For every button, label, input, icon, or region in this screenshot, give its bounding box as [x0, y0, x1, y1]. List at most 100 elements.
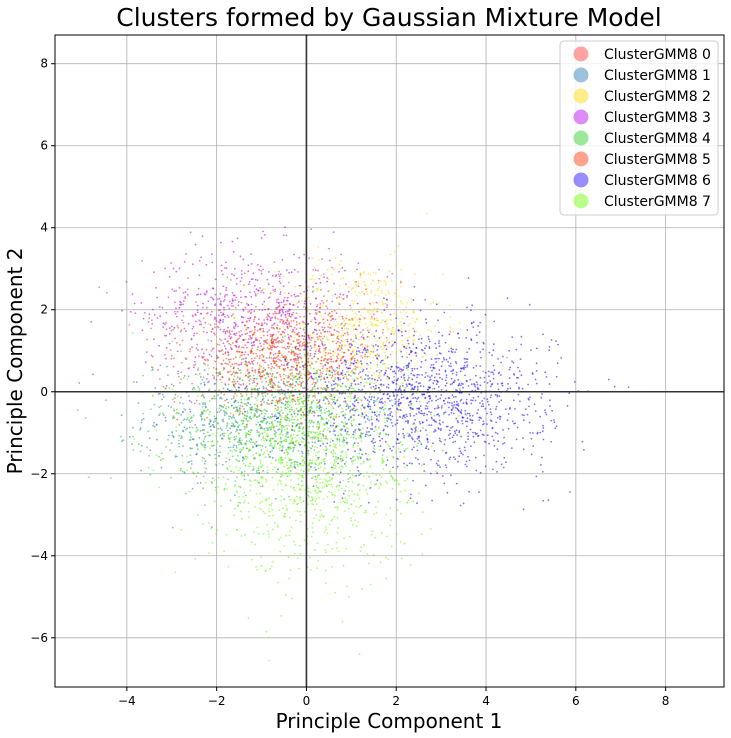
data-point: [153, 425, 156, 428]
data-point: [312, 274, 315, 277]
data-point: [188, 395, 190, 397]
data-point: [133, 438, 136, 441]
data-point: [351, 317, 354, 320]
data-point: [206, 416, 208, 419]
data-point: [253, 310, 256, 312]
data-point: [607, 378, 610, 381]
data-point: [178, 434, 181, 437]
data-point: [267, 297, 270, 299]
data-point: [263, 374, 266, 377]
data-point: [271, 413, 273, 415]
data-point: [264, 446, 267, 449]
data-point: [439, 376, 441, 379]
data-point: [307, 487, 310, 490]
data-point: [225, 460, 227, 463]
data-point: [192, 438, 195, 441]
data-point: [247, 401, 250, 404]
data-point: [158, 486, 161, 489]
data-point: [335, 425, 338, 428]
data-point: [389, 318, 392, 321]
data-point: [364, 378, 366, 380]
data-point: [209, 410, 211, 413]
data-point: [331, 439, 334, 442]
data-point: [365, 347, 368, 350]
data-point: [384, 302, 387, 305]
data-point: [317, 375, 320, 378]
data-point: [364, 374, 367, 376]
data-point: [262, 397, 265, 399]
data-point: [224, 331, 227, 333]
data-point: [212, 421, 215, 424]
data-point: [291, 379, 294, 381]
data-point: [284, 226, 286, 228]
data-point: [413, 422, 415, 425]
data-point: [416, 445, 418, 447]
data-point: [120, 435, 122, 438]
data-point: [238, 345, 241, 348]
data-point: [224, 362, 227, 365]
data-point: [271, 421, 273, 423]
data-point: [314, 318, 317, 321]
data-point: [482, 370, 485, 373]
data-point: [250, 395, 253, 398]
data-point: [479, 402, 481, 404]
data-point: [317, 392, 320, 395]
data-point: [323, 295, 325, 298]
data-point: [128, 324, 131, 326]
data-point: [319, 281, 322, 284]
data-point: [458, 384, 460, 386]
data-point: [378, 371, 381, 374]
data-point: [453, 404, 455, 406]
data-point: [265, 387, 268, 390]
data-point: [222, 353, 225, 356]
data-point: [172, 415, 175, 417]
data-point: [464, 449, 466, 452]
data-point: [428, 400, 430, 403]
data-point: [341, 321, 344, 324]
data-point: [373, 372, 376, 374]
data-point: [324, 320, 327, 323]
data-point: [406, 415, 408, 418]
data-point: [203, 462, 206, 465]
data-point: [146, 446, 149, 449]
data-point: [182, 315, 185, 317]
data-point: [309, 411, 311, 413]
data-point: [283, 452, 286, 455]
data-point: [385, 386, 388, 388]
data-point: [366, 399, 369, 402]
data-point: [458, 322, 461, 324]
data-point: [271, 342, 274, 345]
data-point: [202, 487, 205, 490]
data-point: [258, 308, 261, 311]
data-point: [463, 446, 466, 449]
data-point: [486, 382, 489, 384]
data-point: [393, 370, 396, 373]
data-point: [224, 332, 227, 335]
data-point: [181, 436, 184, 439]
data-point: [378, 368, 381, 371]
data-point: [285, 400, 287, 403]
data-point: [344, 413, 347, 415]
data-point: [307, 296, 310, 299]
data-point: [370, 440, 373, 443]
data-point: [319, 332, 322, 334]
data-point: [227, 406, 230, 409]
data-point: [437, 406, 440, 409]
data-point: [370, 427, 372, 430]
data-point: [416, 367, 419, 370]
data-point: [316, 379, 319, 381]
data-point: [492, 439, 495, 442]
data-point: [180, 361, 183, 364]
data-point: [390, 333, 393, 335]
data-point: [320, 437, 323, 440]
data-point: [203, 362, 205, 365]
data-point: [389, 447, 392, 450]
data-point: [334, 373, 337, 376]
data-point: [271, 344, 273, 347]
data-point: [425, 353, 427, 356]
data-point: [470, 338, 472, 340]
data-point: [287, 388, 289, 391]
data-point: [318, 400, 321, 403]
data-point: [324, 412, 326, 414]
data-point: [321, 258, 323, 260]
